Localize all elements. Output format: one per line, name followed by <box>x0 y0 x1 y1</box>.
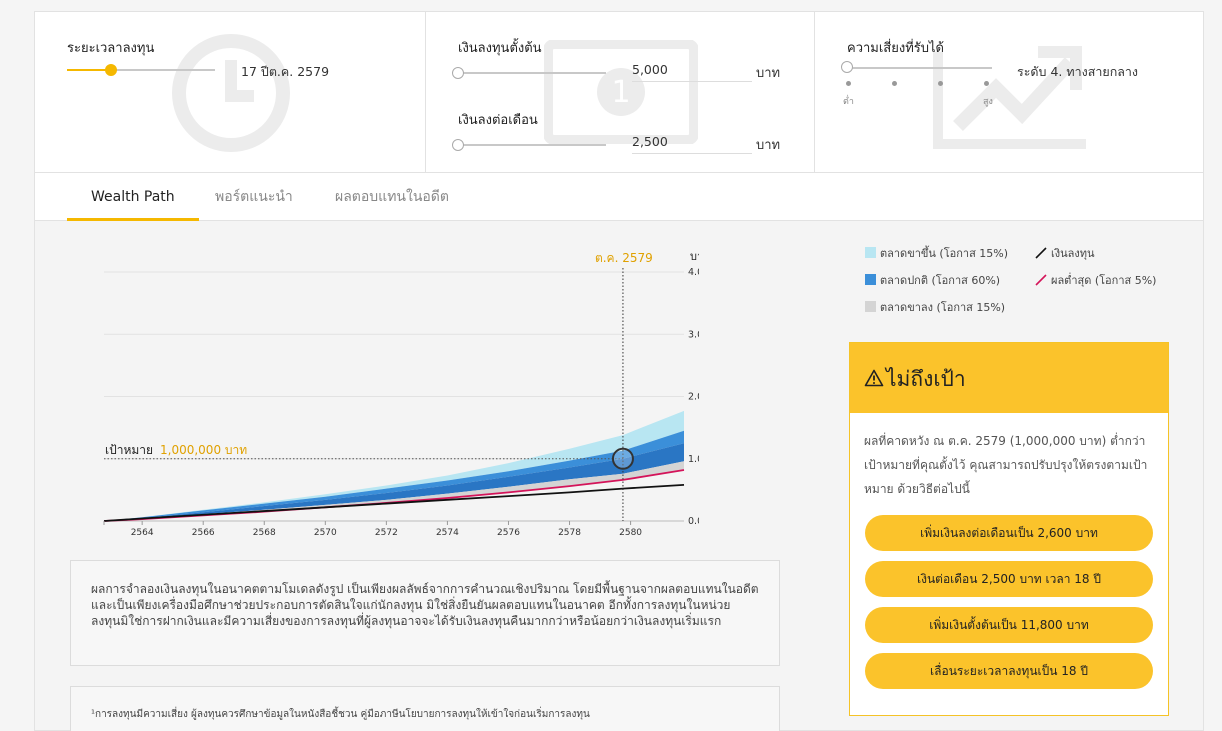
wealth-path-chart: 0.0 1.0 ล้าน 2.0 ล้าน 3.0 ล้าน 4.0 ล้าน บาท 25… <box>103 250 699 538</box>
monthly-input[interactable]: 2,500 <box>632 134 668 149</box>
risk-high-label: สูง <box>983 97 993 107</box>
duration-value: 17 ปีต.ค. 2579 <box>241 64 330 79</box>
legend-line-icon <box>1035 274 1047 286</box>
tab-recommended-portfolio[interactable]: พอร์ตแนะนำ <box>215 189 293 205</box>
x-tick-label: 2564 <box>131 528 154 538</box>
risk-panel: ความเสี่ยงที่รับได้ ต่ำ สูง ระดับ 4. ทาง… <box>814 12 1203 172</box>
risk-label: ความเสี่ยงที่รับได้ <box>847 41 944 56</box>
legend-item-bear: ตลาดขาลง (โอกาส 15%) <box>865 298 1005 316</box>
risk-value: ระดับ 4. ทางสายกลาง <box>1017 64 1139 79</box>
date-marker-label: ต.ค. 2579 <box>595 251 653 265</box>
amount-panel: 1 เงินลงทุนตั้งต้น 5,000 บาท เงินลงต่อเด… <box>425 12 814 172</box>
legend-line-icon <box>1035 247 1047 259</box>
monthly-slider-track[interactable] <box>458 144 606 146</box>
initial-input-underline <box>632 81 752 82</box>
increase-monthly-button[interactable]: เพิ่มเงินลงต่อเดือนเป็น 2,600 บาท <box>865 515 1153 551</box>
y-tick-label: 3.0 ล้าน <box>688 329 699 340</box>
risk-step-dot <box>984 81 989 86</box>
monthly-unit: บาท <box>756 138 781 153</box>
monthly-input-underline <box>632 153 752 154</box>
initial-slider-track[interactable] <box>458 72 606 74</box>
x-tick-label: 2568 <box>253 528 276 538</box>
svg-text:1: 1 <box>611 75 630 110</box>
legend-swatch <box>865 247 876 258</box>
goal-status-message: ผลที่คาดหวัง ณ ต.ค. 2579 (1,000,000 บาท)… <box>864 434 1148 496</box>
y-tick-label: 4.0 ล้าน <box>688 267 699 278</box>
extend-monthly-duration-button[interactable]: เงินต่อเดือน 2,500 บาท เวลา 18 ปี <box>865 561 1153 597</box>
x-tick-label: 2580 <box>619 528 642 538</box>
chart-legend: ตลาดขาขึ้น (โอกาส 15%) ตลาดปกติ (โอกาส 6… <box>865 244 1185 324</box>
initial-slider-handle[interactable] <box>452 67 464 79</box>
wealth-path-app: ระยะเวลาลงทุน 17 ปีต.ค. 2579 1 เงินลงทุน… <box>34 11 1204 731</box>
legend-label: ตลาดปกติ (โอกาส 60%) <box>880 274 1001 287</box>
target-label: เป้าหมาย <box>105 443 153 457</box>
risk-step-dot <box>846 81 851 86</box>
goal-status-title: ไม่ถึงเป้า <box>886 367 966 391</box>
trend-up-icon <box>933 46 1086 149</box>
increase-initial-button[interactable]: เพิ่มเงินตั้งต้นเป็น 11,800 บาท <box>865 607 1153 643</box>
date-marker-point <box>611 447 634 470</box>
y-tick-label: 1.0 ล้าน <box>688 454 699 465</box>
y-tick-label: 2.0 ล้าน <box>688 392 699 403</box>
legend-label: ผลต่ำสุด (โอกาส 5%) <box>1051 274 1157 287</box>
initial-unit: บาท <box>756 66 781 81</box>
monthly-label: เงินลงต่อเดือน <box>458 113 538 128</box>
warning-icon <box>864 369 884 387</box>
x-tick-label: 2574 <box>436 528 459 538</box>
duration-slider-handle[interactable] <box>105 64 117 76</box>
y-unit-label: บาท <box>690 250 699 263</box>
risk-step-dot <box>938 81 943 86</box>
duration-slider-fill <box>67 69 111 71</box>
legend-item-normal: ตลาดปกติ (โอกาส 60%) <box>865 271 1000 289</box>
risk-low-label: ต่ำ <box>843 97 854 107</box>
legend-swatch <box>865 274 876 285</box>
target-value-label: 1,000,000 บาท <box>160 443 247 457</box>
planner-controls: ระยะเวลาลงทุน 17 ปีต.ค. 2579 1 เงินลงทุน… <box>35 12 1203 173</box>
money-icon: 1 <box>544 40 698 144</box>
risk-slider-track[interactable] <box>847 67 992 69</box>
result-tabs: Wealth Path พอร์ตแนะนำ ผลตอบแทนในอดีต <box>35 173 1203 221</box>
risk-slider-handle[interactable] <box>841 61 853 73</box>
x-tick-label: 2576 <box>497 528 520 538</box>
duration-panel: ระยะเวลาลงทุน 17 ปีต.ค. 2579 <box>35 12 425 172</box>
tab-wealth-path[interactable]: Wealth Path <box>67 173 199 221</box>
goal-status-card: ไม่ถึงเป้า ผลที่คาดหวัง ณ ต.ค. 2579 (1,0… <box>849 342 1169 716</box>
x-tick-label: 2566 <box>192 528 215 538</box>
x-tick-label: 2570 <box>314 528 337 538</box>
risk-footnote: ¹การลงทุนมีความเสี่ยง ผู้ลงทุนควรศึกษาข้… <box>70 686 780 731</box>
legend-item-bull: ตลาดขาขึ้น (โอกาส 15%) <box>865 244 1008 262</box>
risk-step-dot <box>892 81 897 86</box>
invested-line <box>103 483 685 522</box>
initial-input[interactable]: 5,000 <box>632 62 668 77</box>
clock-icon <box>172 34 290 152</box>
simulation-disclaimer: ผลการจำลองเงินลงทุนในอนาคตตามโมเดลดังรูป… <box>70 560 780 666</box>
initial-label: เงินลงทุนตั้งต้น <box>458 41 542 56</box>
x-tick-label: 2578 <box>558 528 581 538</box>
legend-label: เงินลงทุน <box>1051 247 1095 260</box>
legend-label: ตลาดขาขึ้น (โอกาส 15%) <box>880 247 1009 260</box>
monthly-slider-handle[interactable] <box>452 139 464 151</box>
x-tick-label: 2572 <box>375 528 398 538</box>
extend-duration-button[interactable]: เลื่อนระยะเวลาลงทุนเป็น 18 ปี <box>865 653 1153 689</box>
legend-label: ตลาดขาลง (โอกาส 15%) <box>880 301 1006 314</box>
legend-item-worst: ผลต่ำสุด (โอกาส 5%) <box>1035 271 1156 289</box>
tab-past-returns[interactable]: ผลตอบแทนในอดีต <box>335 189 449 205</box>
legend-item-invested: เงินลงทุน <box>1035 244 1095 262</box>
y-tick-label: 0.0 <box>688 516 699 527</box>
duration-label: ระยะเวลาลงทุน <box>67 41 155 56</box>
duration-slider-track[interactable] <box>67 69 215 71</box>
goal-status-header: ไม่ถึงเป้า <box>850 343 1168 413</box>
legend-swatch <box>865 301 876 312</box>
